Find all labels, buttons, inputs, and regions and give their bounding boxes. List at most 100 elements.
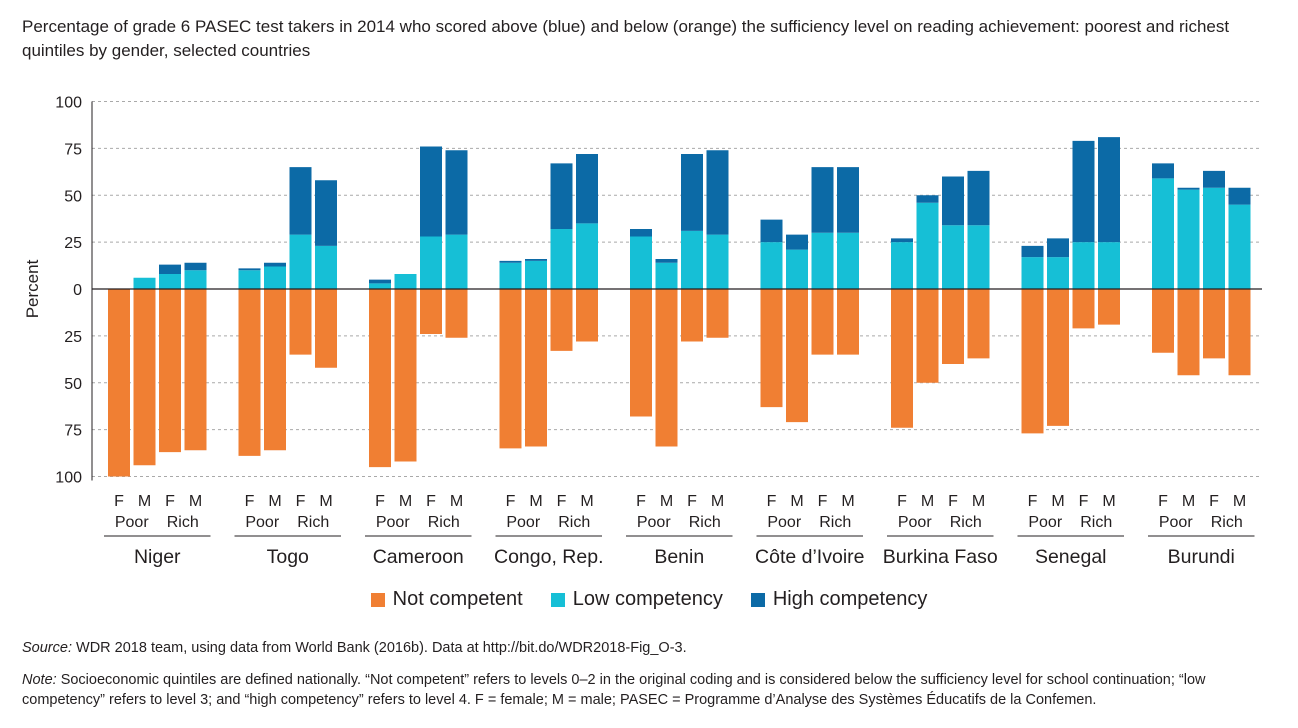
bar-high-competency xyxy=(1177,187,1200,190)
bar-not-competent xyxy=(289,289,312,355)
bar-low-competency xyxy=(1177,189,1200,289)
bar-not-competent xyxy=(499,289,522,449)
bar-not-competent xyxy=(576,289,598,342)
bar-low-competency xyxy=(706,234,729,289)
country-label: Niger xyxy=(134,546,181,568)
bar-not-competent xyxy=(1072,289,1095,329)
chart-title: Percentage of grade 6 PASEC test takers … xyxy=(22,17,1230,60)
bar-high-competency xyxy=(1152,163,1174,179)
y-tick-label: 50 xyxy=(64,188,82,205)
bar-gender-label: F xyxy=(296,493,306,510)
bar-low-competency xyxy=(655,262,678,289)
bar-low-competency xyxy=(942,225,964,289)
y-tick-label: 100 xyxy=(55,470,82,487)
source-label: Source: xyxy=(22,640,72,656)
quintile-label: Poor xyxy=(1159,514,1193,531)
bar-high-competency xyxy=(289,167,312,235)
country-label: Benin xyxy=(654,546,704,568)
bar-not-competent xyxy=(108,289,130,477)
bar-not-competent xyxy=(1152,289,1174,353)
bar-not-competent xyxy=(1047,289,1069,426)
bar-low-competency xyxy=(630,236,652,289)
bar-not-competent xyxy=(916,289,939,383)
bar-gender-label: F xyxy=(897,493,907,510)
bar-gender-label: M xyxy=(972,493,985,510)
quintile-label: Poor xyxy=(637,514,671,531)
bar-high-competency xyxy=(315,180,337,246)
bar-low-competency xyxy=(1021,257,1044,289)
bar-low-competency xyxy=(1203,187,1225,289)
bar-low-competency xyxy=(1072,242,1095,289)
bar-not-competent xyxy=(133,289,156,466)
legend-label-not-competent: Not competent xyxy=(392,588,523,610)
bar-not-competent xyxy=(238,289,261,456)
bar-not-competent xyxy=(891,289,913,428)
bar-low-competency xyxy=(525,260,547,289)
bar-low-competency xyxy=(420,236,442,289)
bar-high-competency xyxy=(630,229,652,237)
bar-gender-label: M xyxy=(1233,493,1246,510)
bar-not-competent xyxy=(681,289,703,342)
legend-swatch-high-competency xyxy=(750,592,765,607)
bar-gender-label: F xyxy=(506,493,516,510)
bar-not-competent xyxy=(967,289,990,359)
bar-not-competent xyxy=(525,289,547,447)
bar-gender-label: M xyxy=(268,493,281,510)
bar-gender-label: M xyxy=(580,493,593,510)
bar-low-competency xyxy=(1047,257,1069,289)
bar-not-competent xyxy=(264,289,286,451)
bar-high-competency xyxy=(786,234,808,250)
bar-high-competency xyxy=(445,150,468,235)
bar-gender-label: M xyxy=(921,493,934,510)
bar-high-competency xyxy=(967,170,990,226)
bar-low-competency xyxy=(786,249,808,289)
bar-low-competency xyxy=(811,232,834,289)
quintile-label: Rich xyxy=(950,514,982,531)
quintile-label: Rich xyxy=(167,514,199,531)
bar-low-competency xyxy=(837,232,859,289)
bar-low-competency xyxy=(967,225,990,289)
bar-low-competency xyxy=(133,277,156,289)
y-tick-label: 75 xyxy=(64,423,82,440)
bar-high-competency xyxy=(576,154,598,224)
bar-high-competency xyxy=(760,219,783,243)
bar-gender-label: F xyxy=(165,493,175,510)
bar-gender-label: M xyxy=(189,493,202,510)
chart-legend: Not competent Low competency High compet… xyxy=(0,588,1298,611)
legend-swatch-low-competency xyxy=(550,592,565,607)
bar-gender-label: F xyxy=(245,493,255,510)
bar-low-competency xyxy=(394,274,417,289)
bar-not-competent xyxy=(315,289,337,368)
bar-gender-label: M xyxy=(1102,493,1115,510)
quintile-label: Poor xyxy=(898,514,932,531)
bar-gender-label: M xyxy=(529,493,542,510)
bar-high-competency xyxy=(1098,137,1120,243)
bar-low-competency xyxy=(445,234,468,289)
bar-not-competent xyxy=(420,289,442,334)
bar-high-competency xyxy=(837,167,859,233)
bar-low-competency xyxy=(550,229,573,289)
y-tick-label: 100 xyxy=(55,95,82,112)
bar-high-competency xyxy=(1203,170,1225,188)
bar-gender-label: M xyxy=(660,493,673,510)
bars xyxy=(108,137,1251,477)
bar-low-competency xyxy=(576,223,598,289)
quintile-label: Rich xyxy=(428,514,460,531)
bar-gender-label: M xyxy=(138,493,151,510)
country-label: Senegal xyxy=(1035,546,1107,568)
bar-not-competent xyxy=(837,289,859,355)
legend-item-high-competency: High competency xyxy=(750,588,927,611)
country-label: Burkina Faso xyxy=(883,546,998,568)
bar-not-competent xyxy=(630,289,652,417)
bar-low-competency xyxy=(499,262,522,289)
bar-low-competency xyxy=(264,266,286,289)
bar-not-competent xyxy=(1203,289,1225,359)
bar-low-competency xyxy=(238,270,261,289)
bar-gender-label: F xyxy=(687,493,697,510)
quintile-label: Poor xyxy=(1028,514,1062,531)
quintile-label: Rich xyxy=(689,514,721,531)
country-label: Togo xyxy=(267,546,309,568)
quintile-label: Rich xyxy=(297,514,329,531)
